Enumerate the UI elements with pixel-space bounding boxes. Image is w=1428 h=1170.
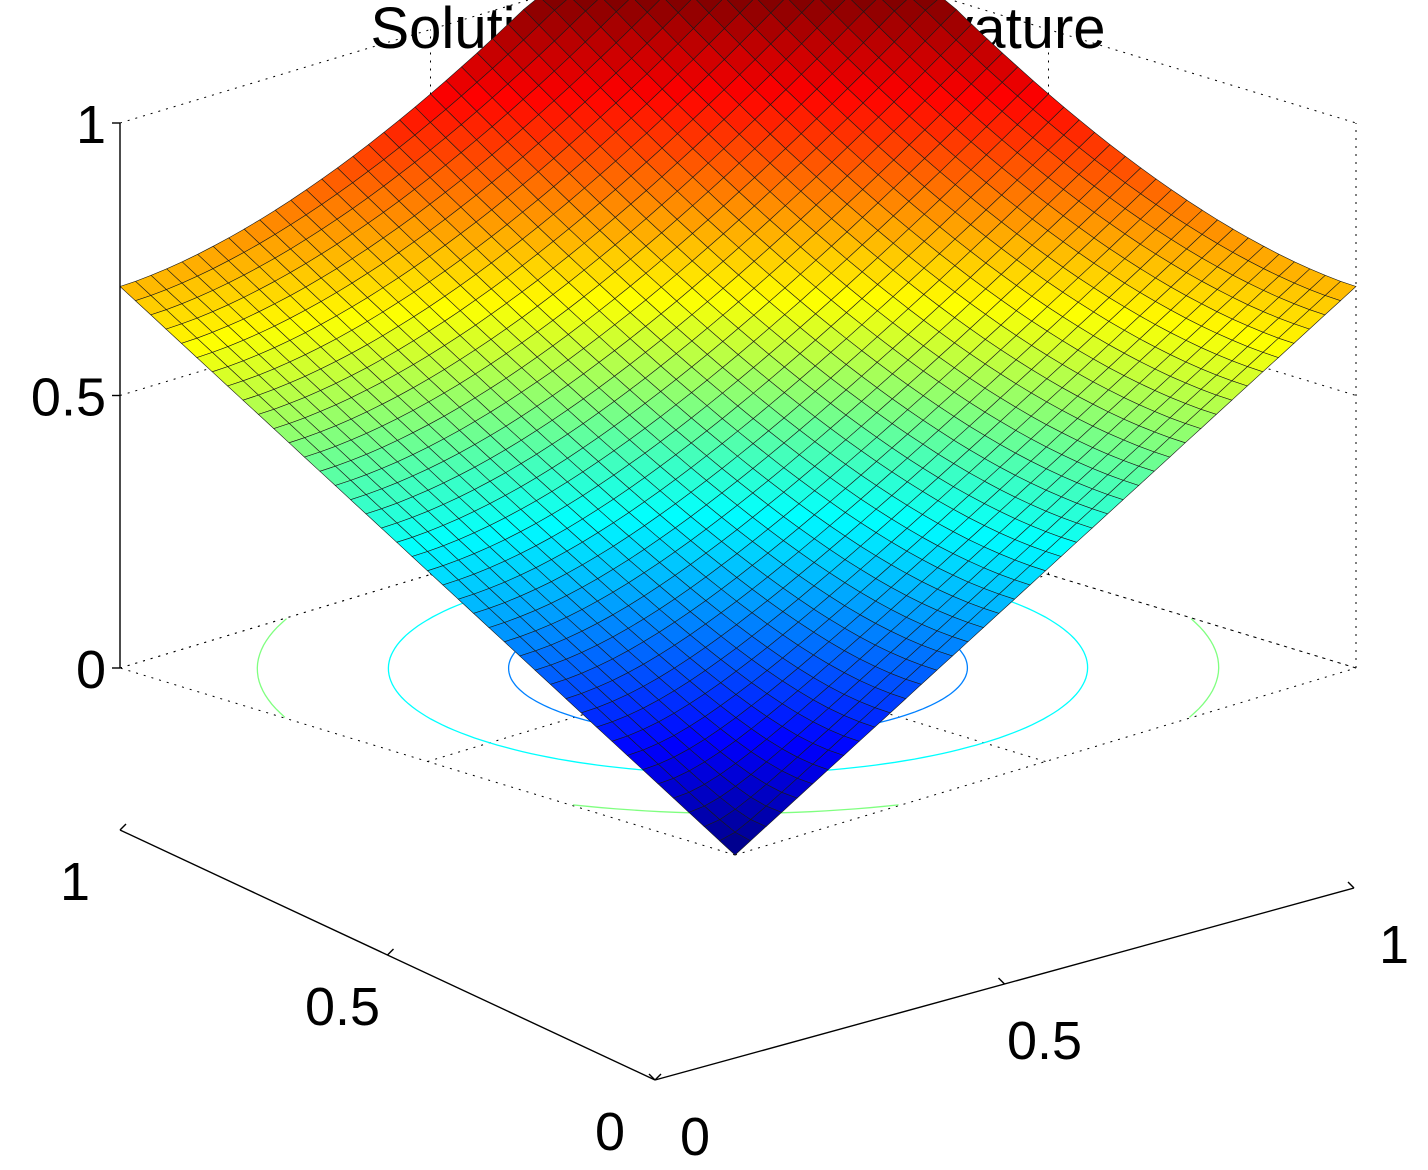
y-tick-mark	[119, 823, 127, 831]
x-tick-label: 1	[1379, 915, 1409, 975]
tick-labels: 0 0.5 1 0 0.5 1 0 0.5 1	[31, 95, 1409, 1167]
x-tick-mark	[1347, 881, 1355, 889]
surface-patch	[719, 831, 752, 856]
grid-line-z-2	[119, 0, 1357, 124]
z-tick-label: 0	[76, 640, 106, 700]
x-tick-label: 0.5	[1007, 1011, 1082, 1071]
grid-line-floor-x-2	[740, 480, 1357, 669]
contour-line	[1189, 618, 1220, 718]
surface-mesh	[119, 0, 1357, 856]
z-tick-label: 1	[76, 95, 106, 155]
y-tick-mark	[654, 1073, 662, 1081]
y-tick-mark	[387, 948, 394, 956]
y-tick-label: 0.5	[305, 977, 380, 1037]
contour-line	[256, 618, 287, 718]
y-tick-label: 0	[595, 1102, 625, 1162]
x-tick-mark	[998, 977, 1005, 985]
x-tick-mark	[648, 1073, 656, 1081]
y-tick-label: 1	[60, 852, 90, 912]
z-tick-label: 0.5	[31, 368, 106, 428]
x-tick-label: 0	[680, 1107, 710, 1167]
